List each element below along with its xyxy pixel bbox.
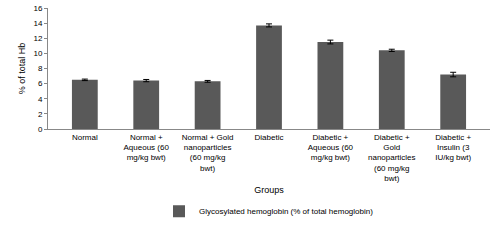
svg-text:14: 14 xyxy=(33,19,42,28)
svg-text:10: 10 xyxy=(33,49,42,58)
svg-text:% of total Hb: % of total Hb xyxy=(17,43,27,95)
svg-text:Normal + Goldnanoparticles(60: Normal + Goldnanoparticles(60 mg/kgbwt) xyxy=(182,133,234,173)
svg-text:Diabetic +Aqueous (60mg/kg bwt: Diabetic +Aqueous (60mg/kg bwt) xyxy=(308,133,354,163)
svg-text:Normal +Aqueous (60mg/kg bwt): Normal +Aqueous (60mg/kg bwt) xyxy=(124,133,170,163)
svg-text:Diabetic +Insulin (3IU/kg bwt): Diabetic +Insulin (3IU/kg bwt) xyxy=(435,133,471,163)
svg-text:6: 6 xyxy=(38,79,43,88)
svg-text:Diabetic: Diabetic xyxy=(255,133,284,142)
svg-text:2: 2 xyxy=(38,110,43,119)
svg-text:8: 8 xyxy=(38,64,43,73)
svg-text:Diabetic +Goldnanoparticles(60: Diabetic +Goldnanoparticles(60 mg/kgbwt) xyxy=(368,133,416,184)
svg-text:Groups: Groups xyxy=(254,185,284,195)
svg-text:16: 16 xyxy=(33,4,42,13)
svg-text:4: 4 xyxy=(38,95,43,104)
svg-text:Normal: Normal xyxy=(72,133,98,142)
svg-text:Glycosylated hemoglobin (% of: Glycosylated hemoglobin (% of total hemo… xyxy=(199,207,373,216)
svg-text:12: 12 xyxy=(33,34,42,43)
svg-text:0: 0 xyxy=(38,125,43,134)
